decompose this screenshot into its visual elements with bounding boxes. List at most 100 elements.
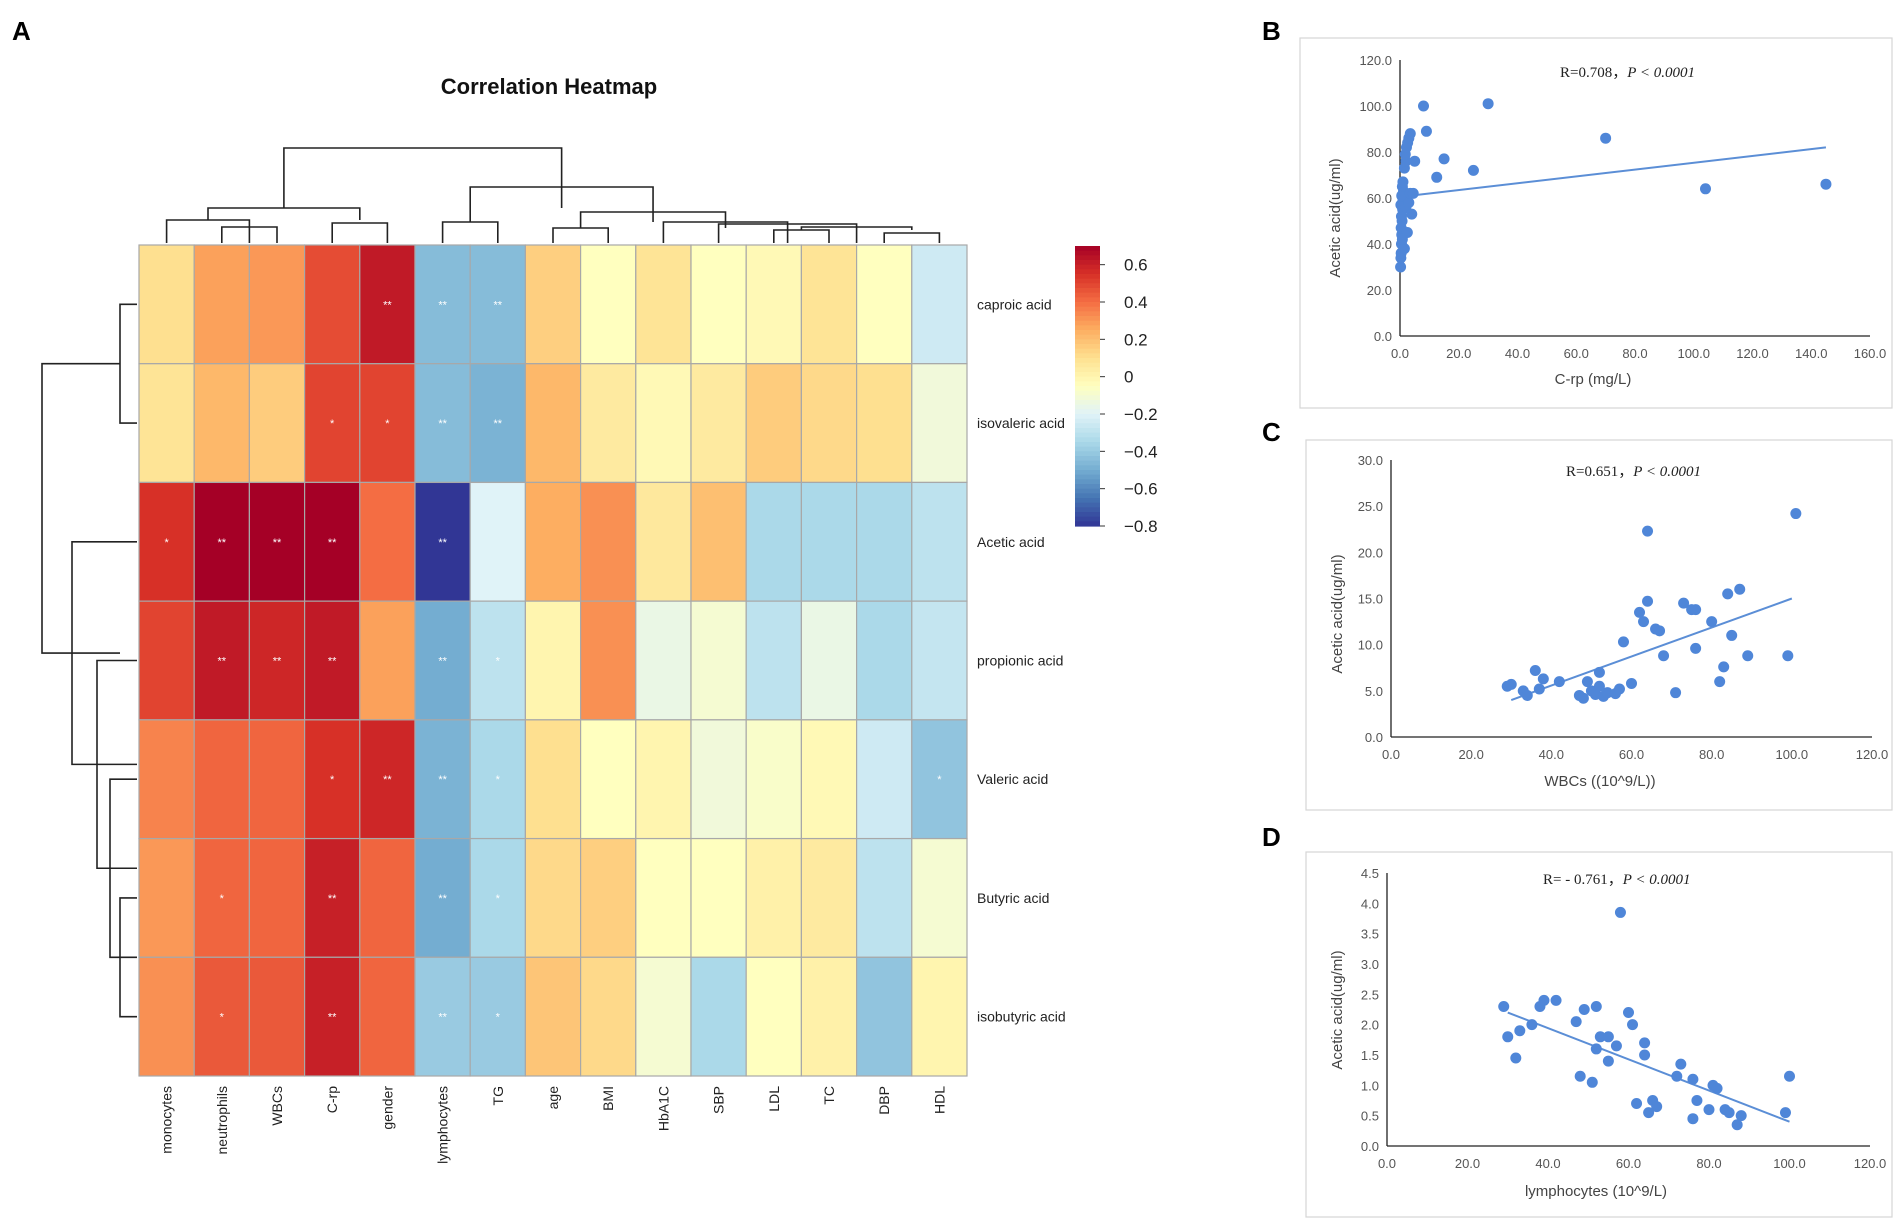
colorbar-tick-label: −0.4 — [1124, 442, 1158, 461]
scatter-c-point — [1601, 687, 1613, 699]
scatter-b-point — [1404, 128, 1416, 140]
heatmap-cell — [469, 600, 527, 721]
significance-marker: ** — [273, 537, 282, 549]
scatter-c-point — [1670, 687, 1682, 699]
significance-marker: ** — [383, 299, 392, 311]
significance-marker: ** — [328, 656, 337, 668]
dendrogram-link — [207, 207, 361, 220]
heatmap-cell — [800, 481, 858, 602]
heatmap-cell — [745, 363, 803, 484]
scatter-d-point — [1590, 1043, 1602, 1055]
heatmap-cell — [579, 363, 637, 484]
scatter-d-point — [1578, 1004, 1590, 1015]
heatmap-cell — [524, 244, 582, 365]
significance-marker: ** — [438, 656, 447, 668]
colorbar-segment — [1075, 274, 1100, 280]
scatter-c-y-tick-label: 0.0 — [1365, 730, 1383, 745]
heatmap-colorbar: 0.6 0.4 0.2 0 −0.2 −0.4 −0.6 −0.8 — [1075, 246, 1158, 536]
scatter-d-x-tick-label: 100.0 — [1773, 1156, 1806, 1171]
heatmap-cell — [138, 719, 195, 840]
heatmap-cell — [579, 600, 637, 721]
colorbar-segment — [1075, 386, 1100, 392]
heatmap-column-label: neutrophils — [214, 1086, 230, 1155]
significance-marker: ** — [273, 656, 282, 668]
scatter-panel-c-frame — [1305, 439, 1893, 811]
scatter-b-x-tick-label: 0.0 — [1391, 346, 1409, 361]
significance-marker: * — [496, 893, 501, 905]
heatmap-cell — [690, 719, 747, 840]
heatmap-cell — [304, 244, 361, 365]
scatter-d-point — [1602, 1055, 1614, 1067]
scatter-d-point — [1586, 1076, 1598, 1088]
scatter-b-y-tick-label: 120.0 — [1359, 53, 1392, 68]
heatmap-row-label: isobutyric acid — [977, 1009, 1066, 1025]
scatter-d-point — [1639, 1037, 1651, 1049]
heatmap-cell — [635, 600, 692, 721]
scatter-b-x-tick-label: 160.0 — [1854, 346, 1887, 361]
scatter-d-point — [1570, 1016, 1582, 1028]
heatmap-cell — [745, 481, 803, 602]
dendrogram-link — [552, 227, 609, 243]
heatmap-cell — [635, 719, 692, 840]
scatter-d-x-tick-label: 20.0 — [1455, 1156, 1480, 1171]
scatter-c-y-tick-label: 5.0 — [1365, 684, 1383, 699]
heatmap-cell — [524, 956, 582, 1077]
scatter-b-y-tick-label: 60.0 — [1367, 191, 1392, 206]
scatter-c-point — [1654, 625, 1666, 637]
scatter-d-point — [1779, 1107, 1791, 1119]
heatmap-cell — [359, 719, 416, 840]
heatmap-column-label: BMI — [600, 1086, 616, 1111]
scatter-d-point — [1614, 906, 1626, 918]
colorbar-segment — [1075, 516, 1100, 522]
scatter-b-y-tick-label: 80.0 — [1367, 145, 1392, 160]
heatmap-cell — [469, 956, 527, 1077]
scatter-panel-b: 0.0 20.0 40.0 60.0 80.0 100.0 120.0 140.0 160.0 0… — [1299, 37, 1893, 409]
significance-marker: ** — [438, 299, 447, 311]
scatter-c-x-tick-label: 60.0 — [1619, 747, 1644, 762]
heatmap-cell — [855, 956, 913, 1077]
heatmap-column-label: WBCs — [269, 1086, 285, 1126]
scatter-b-x-tick-label: 80.0 — [1622, 346, 1647, 361]
scatter-c-point — [1706, 616, 1718, 628]
heatmap-column-label: lymphocytes — [435, 1086, 451, 1164]
heatmap-cell — [248, 600, 306, 721]
colorbar-segment — [1075, 498, 1100, 504]
colorbar-tick-label: 0 — [1124, 368, 1133, 387]
significance-marker: * — [496, 1012, 501, 1024]
colorbar-segment — [1075, 306, 1100, 312]
significance-marker: * — [164, 537, 169, 549]
colorbar-segment — [1075, 400, 1100, 406]
heatmap-cell — [855, 244, 913, 365]
scatter-d-point — [1671, 1070, 1683, 1082]
scatter-c-y-tick-label: 10.0 — [1358, 638, 1383, 653]
heatmap-column-label: age — [545, 1086, 561, 1110]
scatter-c-annotation: R=0.651，P < 0.0001 — [1566, 464, 1701, 480]
colorbar-segment — [1075, 311, 1100, 317]
scatter-d-point — [1498, 1000, 1510, 1012]
heatmap-cell — [690, 363, 747, 484]
colorbar-segment — [1075, 428, 1100, 434]
scatter-d-x-tick-label: 40.0 — [1535, 1156, 1560, 1171]
scatter-b-point — [1409, 155, 1421, 167]
scatter-c-point — [1658, 650, 1670, 662]
heatmap-cell — [911, 600, 968, 721]
colorbar-tick-label: −0.2 — [1124, 405, 1158, 424]
heatmap-cell — [635, 481, 692, 602]
scatter-panel-c-plot: 0.0 20.0 40.0 60.0 80.0 100.0 120.0 0.0 5.0 10.0 1… — [1358, 453, 1889, 762]
scatter-panel-d-plot: 0.0 20.0 40.0 60.0 80.0 100.0 120.0 0.0 0.5 1.0 1.… — [1361, 866, 1886, 1171]
scatter-b-y-tick-label: 0.0 — [1374, 329, 1392, 344]
significance-marker: ** — [438, 893, 447, 905]
heatmap-cell — [469, 244, 527, 365]
scatter-c-point — [1638, 616, 1650, 628]
heatmap-cell — [138, 481, 195, 602]
scatter-c-point — [1690, 642, 1702, 654]
scatter-b-point — [1403, 197, 1415, 209]
heatmap-cell — [800, 600, 858, 721]
significance-marker: ** — [218, 537, 227, 549]
colorbar-segment — [1075, 269, 1100, 275]
scatter-b-y-tick-label: 20.0 — [1367, 283, 1392, 298]
scatter-d-point — [1514, 1025, 1526, 1037]
heatmap-cell — [414, 244, 471, 365]
colorbar-segment — [1075, 246, 1100, 252]
scatter-d-point — [1651, 1101, 1663, 1113]
